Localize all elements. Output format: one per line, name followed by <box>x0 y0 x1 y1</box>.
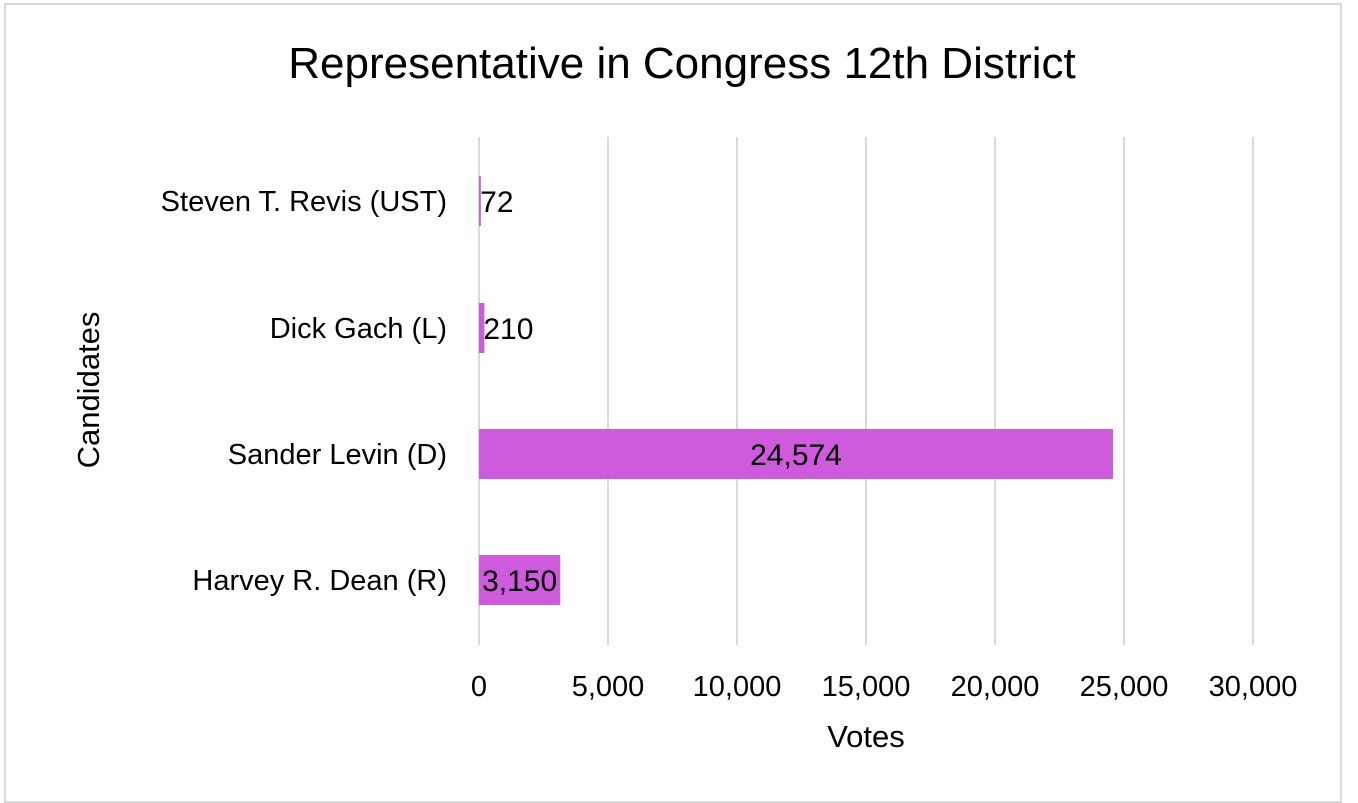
category-label: Harvey R. Dean (R) <box>192 565 447 597</box>
chart-frame <box>4 3 1342 803</box>
data-label: 210 <box>483 313 533 346</box>
x-tick-label: 20,000 <box>951 671 1040 703</box>
data-label: 72 <box>480 186 513 219</box>
chart-title: Representative in Congress 12th District <box>288 39 1075 88</box>
x-axis-title: Votes <box>827 719 905 754</box>
x-tick-label: 15,000 <box>822 671 911 703</box>
bars <box>479 176 1114 605</box>
gridlines <box>478 137 1254 645</box>
data-label: 3,150 <box>482 565 557 598</box>
x-tick-label: 30,000 <box>1209 671 1298 703</box>
data-label: 24,574 <box>750 439 842 472</box>
bar <box>479 429 1114 479</box>
bar <box>479 176 481 226</box>
bar <box>479 303 485 353</box>
category-label: Sander Levin (D) <box>228 439 447 471</box>
x-tick-label: 0 <box>471 671 487 703</box>
x-tick-label: 25,000 <box>1080 671 1169 703</box>
x-tick-label: 10,000 <box>693 671 782 703</box>
x-axis-ticks: 0 5,000 10,000 15,000 20,000 25,000 30,000 <box>471 671 1297 703</box>
category-labels: Steven T. Revis (UST) Dick Gach (L) Sander… <box>161 186 447 597</box>
data-labels: 72 210 24,574 3,150 <box>480 186 842 598</box>
category-label: Dick Gach (L) <box>270 313 447 345</box>
y-axis-title: Candidates <box>71 312 106 469</box>
bar <box>479 555 561 605</box>
x-tick-label: 5,000 <box>572 671 645 703</box>
category-label: Steven T. Revis (UST) <box>161 186 447 218</box>
